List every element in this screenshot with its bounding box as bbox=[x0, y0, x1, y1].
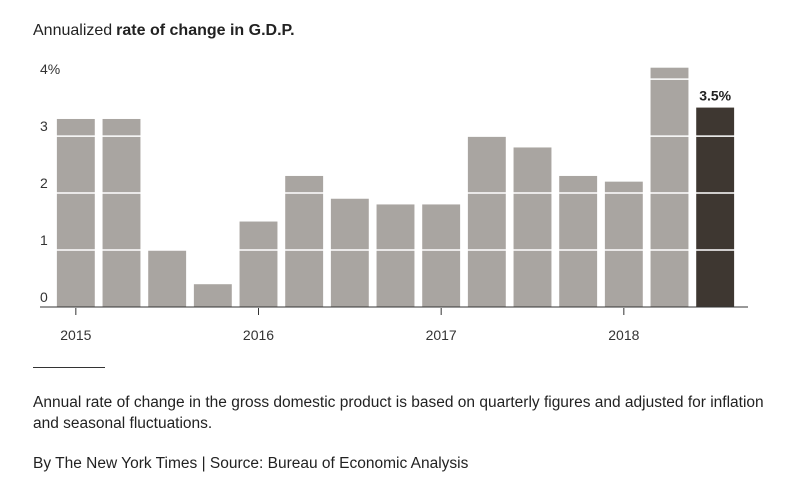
chart-title: Annualized rate of change in G.D.P. bbox=[33, 22, 295, 40]
note: Annual rate of change in the gross domes… bbox=[33, 394, 764, 432]
x-tick-label: 2018 bbox=[608, 327, 639, 343]
bar bbox=[330, 198, 369, 307]
value-label: 3.5% bbox=[699, 88, 731, 104]
y-tick-label: 0 bbox=[40, 289, 48, 305]
x-tick-label: 2015 bbox=[60, 327, 91, 343]
bar bbox=[467, 136, 506, 307]
y-tick-label: 2 bbox=[40, 175, 48, 191]
byline: By The New York Times | Source: Bureau o… bbox=[33, 455, 469, 472]
bar bbox=[559, 175, 598, 307]
bar bbox=[102, 118, 141, 307]
x-tick-label: 2016 bbox=[243, 327, 274, 343]
bar bbox=[422, 204, 461, 307]
bar bbox=[604, 181, 643, 307]
bar bbox=[148, 250, 187, 307]
bar bbox=[696, 107, 735, 308]
y-tick-label: 4% bbox=[40, 61, 60, 77]
bar bbox=[193, 284, 232, 307]
bar bbox=[239, 221, 278, 307]
bar bbox=[376, 204, 415, 307]
title-bold: rate of change in G.D.P. bbox=[116, 22, 295, 39]
title-plain: Annualized bbox=[33, 22, 113, 39]
bar bbox=[513, 147, 552, 307]
divider bbox=[33, 367, 105, 368]
bar bbox=[650, 67, 689, 307]
y-tick-label: 3 bbox=[40, 118, 48, 134]
bar bbox=[56, 118, 95, 307]
y-tick-label: 1 bbox=[40, 232, 48, 248]
x-tick-label: 2017 bbox=[426, 327, 457, 343]
bar bbox=[285, 175, 324, 307]
chart: 2015 2016 2017 2018 3.5% 0 1 2 3 4% bbox=[40, 61, 748, 343]
